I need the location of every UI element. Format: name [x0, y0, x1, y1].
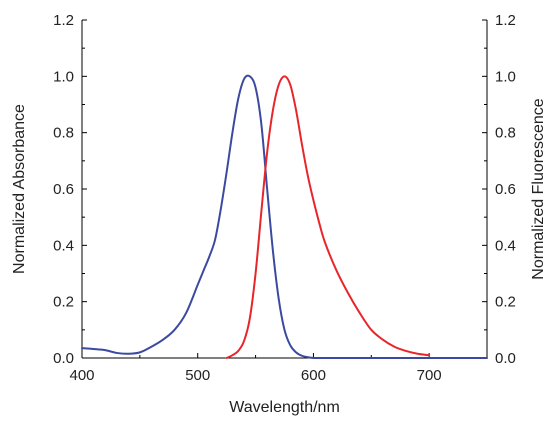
plot-frame — [81, 20, 488, 359]
right-y-tick-label: 0.6 — [495, 181, 516, 198]
right-y-tick-label: 0.2 — [495, 294, 516, 311]
absorbance-curve — [81, 74, 488, 360]
x-tick-label: 600 — [301, 367, 326, 384]
right-y-tick-label: 1.2 — [495, 12, 516, 29]
right-y-tick-label: 0.0 — [495, 350, 516, 367]
left-y-tick-label: 0.0 — [53, 350, 74, 367]
fluorescence-curve — [225, 75, 431, 359]
ticks-layer: 400 500 600 700 0.0 0.0 0.2 0.2 0.4 0.4 0.6 0.6 0.8 0… — [53, 12, 516, 384]
x-tick-label: 500 — [185, 367, 210, 384]
right-y-tick-label: 0.8 — [495, 125, 516, 142]
right-y-axis-title: Normalized Fluorescence — [530, 98, 547, 280]
left-y-tick-label: 0.2 — [53, 294, 74, 311]
x-tick-label: 700 — [417, 367, 442, 384]
series-layer — [81, 74, 488, 360]
right-y-tick-label: 0.4 — [495, 237, 516, 254]
left-y-tick-label: 0.6 — [53, 181, 74, 198]
left-y-tick-label: 0.8 — [53, 125, 74, 142]
x-axis-title: Wavelength/nm — [229, 399, 340, 416]
left-y-axis-title: Normalized Absorbance — [11, 104, 28, 274]
left-y-tick-label: 0.4 — [53, 237, 74, 254]
left-y-tick-label: 1.2 — [53, 12, 74, 29]
right-y-tick-label: 1.0 — [495, 68, 516, 85]
x-tick-label: 400 — [69, 367, 94, 384]
left-y-tick-label: 1.0 — [53, 68, 74, 85]
